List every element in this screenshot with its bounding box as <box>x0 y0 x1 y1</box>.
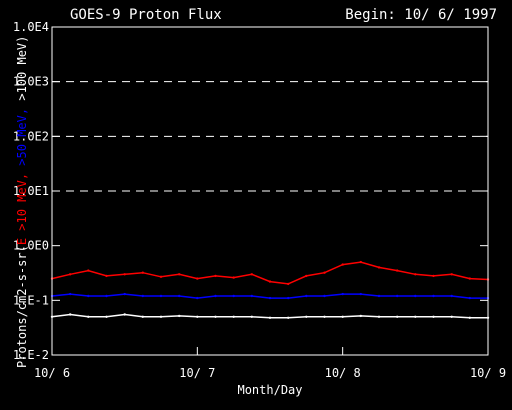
data-point <box>377 266 381 269</box>
data-point <box>141 315 144 318</box>
data-point <box>196 277 199 280</box>
y-tick-label: 1.0E3 <box>13 75 49 89</box>
data-point <box>69 273 72 276</box>
data-point <box>305 274 308 278</box>
data-point <box>377 315 381 318</box>
data-point <box>341 263 344 266</box>
data-point <box>214 315 217 318</box>
data-point <box>123 292 126 296</box>
data-point <box>414 315 417 318</box>
y-axis-label-part: >100 MeV) <box>15 36 29 101</box>
data-point <box>305 294 308 298</box>
data-point <box>432 294 435 298</box>
data-point <box>450 315 453 318</box>
data-point <box>414 273 417 276</box>
data-point <box>341 315 344 318</box>
data-point <box>105 315 108 318</box>
x-axis: 10/ 6 10/ 7 10/ 8 10/ 9 <box>34 347 506 380</box>
data-point <box>468 316 471 319</box>
y-axis-label-part: >50 MeV, <box>15 101 29 166</box>
data-point <box>214 294 217 298</box>
data-point <box>232 315 235 318</box>
data-point <box>268 280 272 283</box>
data-point <box>268 296 272 300</box>
data-point <box>396 315 399 318</box>
chart-title: GOES-9 Proton Flux <box>70 7 222 23</box>
data-point <box>359 314 362 318</box>
data-point <box>450 294 453 298</box>
y-axis-label-part: Protons/cm2-s-sr( <box>15 245 29 368</box>
data-point <box>178 273 181 276</box>
data-point <box>359 292 362 296</box>
x-tick-label: 10/ 7 <box>179 366 215 380</box>
y-tick-label: 1.E-2 <box>13 348 49 362</box>
data-series <box>50 260 490 319</box>
data-point <box>432 274 435 278</box>
data-point <box>287 296 290 300</box>
y-tick-label: 1.0E2 <box>13 129 49 143</box>
begin-date: Begin: 10/ 6/ 1997 <box>345 7 497 23</box>
data-point <box>105 294 108 298</box>
data-point <box>468 296 471 300</box>
y-axis: 1.E-2 1.E-1 1.0E0 1.0E1 1.0E2 1.0E3 1.0E4 <box>13 20 488 362</box>
y-tick-label: 1.0E1 <box>13 184 49 198</box>
data-point <box>323 315 326 318</box>
data-point <box>323 294 326 298</box>
data-point <box>178 294 181 298</box>
x-tick-label: 10/ 8 <box>325 366 361 380</box>
data-point <box>323 271 326 274</box>
y-tick-label: 1.0E0 <box>13 239 49 253</box>
gridlines <box>52 81 488 192</box>
data-point <box>123 313 126 316</box>
data-point <box>341 292 344 296</box>
data-point <box>450 273 453 276</box>
data-point <box>414 294 417 298</box>
x-axis-label: Month/Day <box>237 383 302 397</box>
data-point <box>87 269 90 272</box>
y-axis-label-part: E >10 MeV, <box>15 166 29 245</box>
data-point <box>178 314 181 318</box>
data-point <box>232 294 235 298</box>
y-tick-label: 1.0E4 <box>13 20 49 34</box>
data-point <box>250 294 253 298</box>
data-point <box>468 277 471 280</box>
data-point <box>141 271 144 274</box>
data-point <box>396 269 399 272</box>
data-point <box>287 316 290 319</box>
x-tick-label: 10/ 6 <box>34 366 70 380</box>
data-point <box>250 273 253 276</box>
data-point <box>69 292 72 296</box>
data-point <box>87 315 90 318</box>
data-point <box>250 315 253 318</box>
y-tick-label: 1.E-1 <box>13 293 49 307</box>
data-point <box>287 282 290 286</box>
data-point <box>268 316 272 319</box>
data-point <box>196 315 199 318</box>
data-point <box>396 294 399 298</box>
data-point <box>305 315 308 318</box>
data-point <box>105 274 108 278</box>
data-point <box>196 296 199 300</box>
data-point <box>432 315 435 318</box>
y-axis-label: Protons/cm2-s-sr(E >10 MeV, >50 MeV, >10… <box>15 36 29 368</box>
data-point <box>87 294 90 298</box>
data-point <box>232 276 235 279</box>
data-point <box>359 260 362 264</box>
data-point <box>377 294 381 298</box>
x-tick-label: 10/ 9 <box>470 366 506 380</box>
data-point <box>214 274 217 278</box>
data-point <box>141 294 144 298</box>
data-point <box>123 273 126 276</box>
data-point <box>159 275 163 278</box>
data-point <box>159 294 163 298</box>
data-point <box>69 313 72 316</box>
data-point <box>159 315 163 318</box>
